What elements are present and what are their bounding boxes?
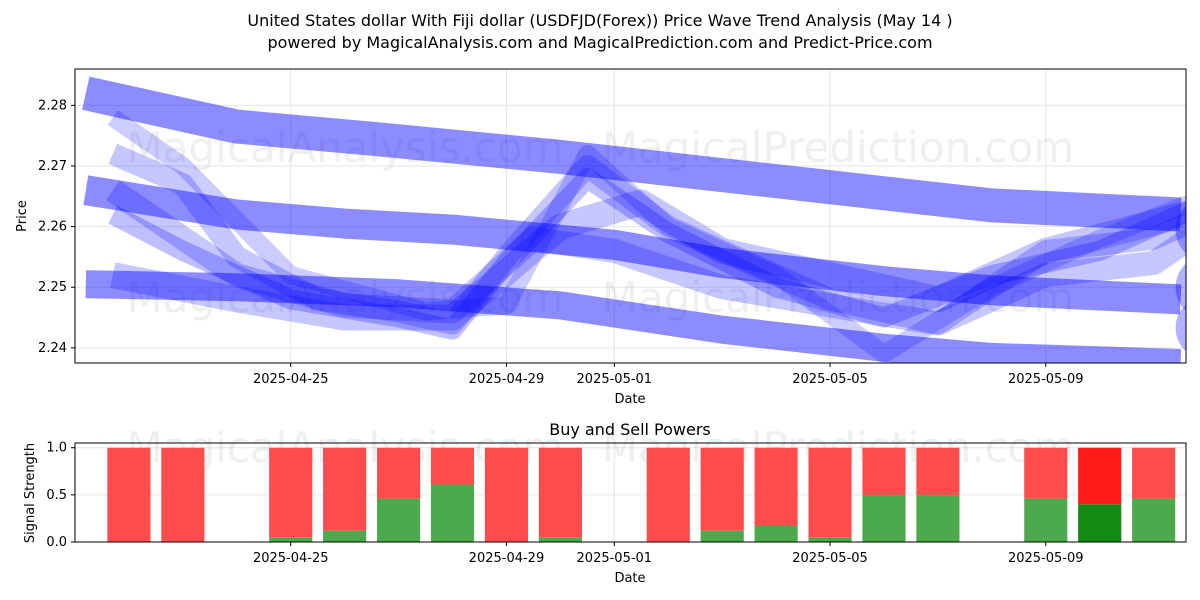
buy-sell-chart-title: Buy and Sell Powers — [549, 420, 711, 439]
price-x-ticks: 2025-04-25 2025-04-29 2025-05-01 2025-05-05… — [253, 363, 1084, 387]
price-series-line-wave-c — [106, 180, 1186, 336]
signal-x-axis-label: Date — [614, 571, 645, 586]
signal-x-tick-label: 2025-05-09 — [1008, 551, 1084, 566]
sell-power-bar — [161, 447, 205, 542]
price-y-tick-label: 2.25 — [38, 280, 67, 295]
signal-y-axis-label: Signal Strength — [23, 443, 38, 543]
price-series-line-upper-trend-band — [82, 76, 1182, 232]
price-y-tick-label: 2.26 — [38, 220, 67, 235]
buy-power-bar — [862, 494, 906, 542]
figure-title-line2: powered by MagicalAnalysis.com and Magic… — [267, 33, 932, 52]
buy-sell-power-chart: Buy and Sell Powers MagicalAnalysis.com … — [23, 420, 1187, 586]
signal-bars-group — [107, 447, 1176, 542]
sell-power-bar — [916, 447, 960, 495]
signal-x-tick-label: 2025-04-29 — [469, 551, 545, 566]
signal-x-tick-label: 2025-04-25 — [253, 551, 329, 566]
watermark-prediction-mid: MagicalPrediction.com — [602, 273, 1075, 322]
price-x-tick-label: 2025-04-25 — [253, 372, 329, 387]
price-y-tick-label: 2.24 — [38, 341, 67, 356]
sell-power-bar — [754, 447, 798, 526]
price-grid — [75, 69, 1186, 363]
buy-power-bar — [323, 530, 367, 542]
price-endpoint-marker — [1175, 206, 1186, 254]
sell-power-bar — [808, 447, 852, 538]
price-series-line-wave-d — [107, 110, 1186, 363]
buy-power-bar — [1024, 498, 1068, 542]
watermark-prediction-top: MagicalPrediction.com — [602, 123, 1075, 172]
signal-y-tick-label: 0.0 — [46, 535, 67, 550]
price-x-tick-label: 2025-05-05 — [792, 372, 868, 387]
buy-power-bar — [916, 494, 960, 542]
signal-y-tick-label: 0.5 — [46, 488, 67, 503]
buy-power-bar — [808, 537, 852, 542]
sell-power-bar — [1078, 447, 1122, 505]
price-x-tick-label: 2025-05-09 — [1008, 372, 1084, 387]
price-y-tick-label: 2.27 — [38, 159, 67, 174]
sell-power-bar — [862, 447, 906, 495]
sell-power-bar — [646, 447, 690, 542]
signal-y-tick-label: 1.0 — [46, 441, 67, 456]
price-plot-area — [75, 69, 1186, 363]
sell-power-bar — [107, 447, 151, 542]
buy-power-bar — [377, 498, 421, 542]
figure-title-line1: United States dollar With Fiji dollar (U… — [247, 11, 952, 30]
signal-x-tick-label: 2025-05-01 — [577, 551, 653, 566]
buy-power-bar — [1132, 498, 1176, 542]
price-y-axis-label: Price — [15, 200, 30, 232]
sell-power-bar — [1132, 447, 1176, 499]
buy-power-bar — [1078, 504, 1122, 542]
signal-x-tick-label: 2025-05-05 — [792, 551, 868, 566]
price-y-tick-label: 2.28 — [38, 98, 67, 113]
price-endpoint-marker — [1175, 304, 1186, 352]
price-series-line-lower-trend-band — [85, 270, 1182, 363]
price-series-group — [82, 76, 1200, 363]
price-series-line-wave-b — [108, 168, 1186, 340]
price-series-line-middle-trend-band — [83, 175, 1182, 315]
price-watermarks: MagicalAnalysis.com MagicalPrediction.co… — [127, 123, 1075, 322]
price-y-ticks: 2.24 2.25 2.26 2.27 2.28 — [38, 98, 75, 356]
sell-power-bar — [377, 447, 421, 499]
buy-power-bar — [269, 537, 313, 542]
price-x-tick-label: 2025-05-01 — [577, 372, 653, 387]
signal-y-ticks: 0.0 0.5 1.0 — [46, 441, 75, 550]
price-series-line-wave-e — [110, 189, 1186, 331]
sell-power-bar — [700, 447, 744, 531]
signal-x-ticks: 2025-04-25 2025-04-29 2025-05-01 2025-05-05… — [253, 542, 1084, 566]
buy-power-bar — [430, 484, 475, 542]
price-endpoint-marker — [1175, 263, 1186, 311]
price-x-axis-label: Date — [614, 392, 645, 407]
sell-power-bar — [269, 447, 313, 538]
price-wave-chart: MagicalAnalysis.com MagicalPrediction.co… — [15, 68, 1200, 407]
buy-power-bar — [538, 537, 582, 542]
watermark-analysis-mid: MagicalAnalysis.com — [127, 273, 564, 322]
sell-power-bar — [1024, 447, 1068, 499]
buy-power-bar — [754, 525, 798, 542]
buy-power-bar — [700, 530, 744, 542]
sell-power-bar — [484, 447, 529, 542]
sell-power-bar — [538, 447, 582, 538]
watermark-analysis-top: MagicalAnalysis.com — [127, 123, 564, 172]
price-endpoint-marker — [1196, 172, 1200, 196]
price-series-line-wave-a — [108, 143, 1186, 335]
price-x-tick-label: 2025-04-29 — [469, 372, 545, 387]
sell-power-bar — [323, 447, 367, 531]
sell-power-bar — [430, 447, 475, 485]
signal-plot-area — [75, 443, 1186, 542]
price-plot-frame — [74, 68, 1187, 364]
signal-plot-frame — [74, 442, 1187, 543]
